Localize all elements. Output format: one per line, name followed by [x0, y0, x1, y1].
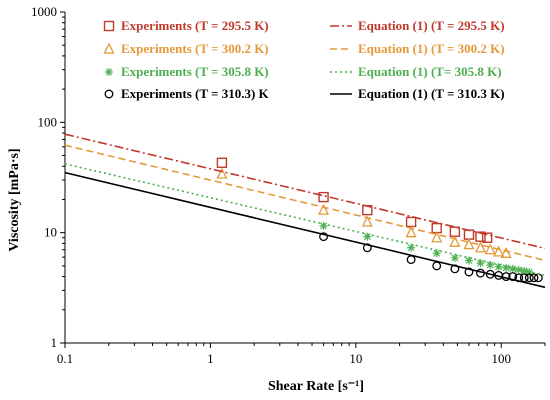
- data-point: [362, 243, 372, 253]
- legend-marker: [103, 20, 115, 32]
- equation-line: [64, 144, 546, 262]
- equation-line: [64, 133, 546, 250]
- series-1: [216, 167, 512, 258]
- legend-label: Experiments (T = 295.5 K): [121, 18, 269, 33]
- series-0: [216, 157, 493, 243]
- x-tick-label: 0.1: [57, 351, 73, 366]
- data-point: [485, 269, 495, 279]
- data-point: [463, 238, 475, 250]
- data-point: [484, 243, 496, 255]
- data-point: [486, 260, 495, 269]
- data-point: [405, 216, 417, 228]
- data-point: [494, 262, 503, 271]
- data-point: [493, 245, 505, 257]
- data-point: [431, 231, 443, 243]
- legend-marker: [105, 68, 113, 76]
- x-tick-label: 1: [207, 351, 214, 366]
- data-point: [432, 249, 441, 258]
- data-point: [529, 273, 539, 283]
- equation-line: [64, 171, 546, 289]
- data-point: [464, 267, 474, 277]
- data-point: [464, 256, 473, 265]
- data-point: [407, 243, 416, 252]
- data-point: [524, 273, 534, 283]
- series-layer: [64, 133, 546, 289]
- data-point: [361, 215, 373, 227]
- y-axis-title: Viscosity [mPa·s]: [7, 148, 22, 251]
- data-point: [432, 261, 442, 271]
- data-point: [481, 232, 493, 243]
- y-tick-label: 1: [51, 335, 58, 350]
- data-point: [319, 221, 328, 230]
- data-point: [475, 231, 486, 242]
- data-point: [431, 222, 442, 234]
- series-6: [64, 163, 546, 277]
- data-point: [363, 232, 372, 241]
- series-2: [319, 221, 534, 277]
- data-point: [449, 226, 461, 237]
- data-point: [502, 263, 511, 272]
- data-point: [216, 157, 228, 168]
- data-point: [500, 246, 512, 258]
- series-5: [64, 144, 546, 262]
- legend-label: Equation (1) (T = 300.2 K): [358, 41, 505, 56]
- legend-label: Equation (1) (T = 310.3 K): [358, 86, 505, 101]
- equation-line: [64, 163, 546, 277]
- data-point: [450, 253, 459, 262]
- data-point: [318, 191, 329, 203]
- data-point: [508, 264, 517, 273]
- legend-label: Experiments (T = 300.2 K): [121, 41, 269, 56]
- legend: Experiments (T = 295.5 K) Experiments (T …: [103, 18, 505, 101]
- legend-label: Equation (1) (T= 305.8 K): [358, 64, 502, 79]
- data-point: [216, 167, 228, 179]
- data-point: [318, 203, 330, 215]
- legend-label: Equation (1) (T = 295.5 K): [358, 18, 505, 33]
- x-tick-label: 100: [491, 351, 511, 366]
- data-point: [319, 232, 329, 242]
- x-tick-label: 10: [349, 351, 362, 366]
- data-point: [406, 255, 416, 265]
- data-point: [476, 259, 485, 268]
- data-point: [405, 226, 417, 238]
- data-point: [449, 235, 461, 247]
- series-4: [64, 133, 546, 250]
- data-point: [463, 229, 475, 240]
- data-point: [474, 241, 487, 253]
- legend-label: Experiments (T = 305.8 K): [121, 64, 269, 79]
- x-axis-title: Shear Rate [s⁻¹]: [268, 379, 364, 394]
- y-tick-label: 1000: [31, 4, 57, 19]
- legend-marker: [104, 89, 114, 99]
- y-tick-label: 100: [38, 114, 58, 129]
- legend-label: Experiments (T = 310.3) K: [121, 86, 270, 101]
- series-7: [64, 171, 546, 289]
- y-tick-label: 10: [44, 225, 57, 240]
- legend-marker: [103, 42, 115, 54]
